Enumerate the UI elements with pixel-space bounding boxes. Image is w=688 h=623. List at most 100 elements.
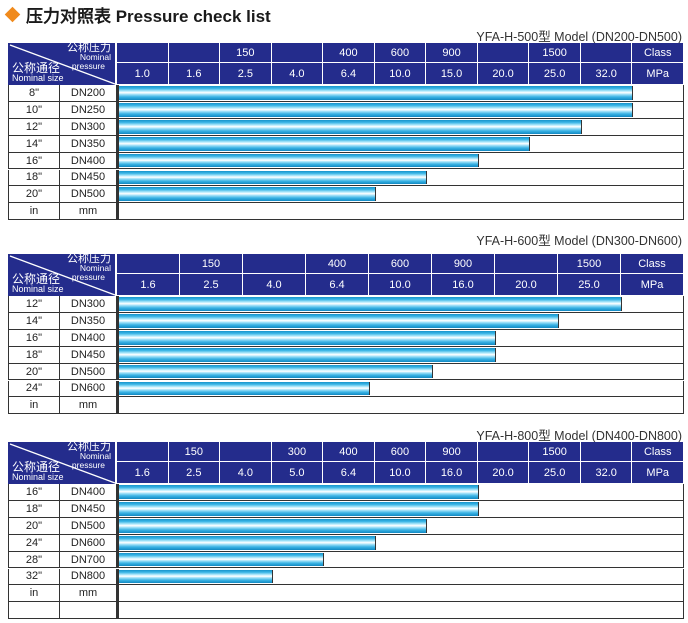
- size-dn: DN500: [60, 517, 117, 535]
- mpa-cell: MPa: [632, 462, 684, 484]
- size-dn: DN800: [60, 568, 117, 586]
- class-cell: 600: [374, 442, 427, 462]
- diamond-icon: [4, 6, 21, 23]
- size-inch: in: [8, 397, 60, 415]
- size-inch: 32": [8, 568, 60, 586]
- pressure-bar: [119, 347, 496, 362]
- size-dn: [60, 602, 117, 620]
- pressure-row: [117, 346, 684, 364]
- nominal-pressure-label: 公称压力 Nominal pressure: [67, 43, 111, 71]
- nominal-size-label: 公称通径 Nominal size: [12, 461, 64, 482]
- pressure-row: [117, 135, 684, 153]
- pressure-bar: [119, 86, 634, 100]
- size-inch: 16": [8, 329, 60, 347]
- size-inch: 14": [8, 135, 60, 153]
- label-en: Nominal size: [12, 73, 64, 83]
- mpa-cell: 10.0: [374, 63, 427, 85]
- header-corner: 公称压力 Nominal pressure 公称通径 Nominal size: [8, 254, 117, 296]
- pressure-row: [117, 169, 684, 187]
- mpa-cell: 15.0: [426, 63, 478, 85]
- size-dn: DN600: [60, 534, 117, 552]
- size-inch: 12": [8, 118, 60, 136]
- class-cell: 150: [220, 43, 272, 63]
- pressure-bar: [119, 153, 479, 168]
- pressure-row: [117, 551, 684, 569]
- size-dn: DN200: [60, 85, 117, 102]
- size-inch: 20": [8, 186, 60, 204]
- class-cell: [117, 43, 169, 63]
- class-cell: 600: [369, 254, 432, 274]
- pressure-row: [117, 380, 684, 398]
- pressure-bar: [119, 501, 479, 516]
- pressure-bar: [119, 485, 479, 499]
- class-cell: 900: [432, 254, 495, 274]
- mpa-cell: 6.4: [323, 63, 375, 85]
- header-corner: 公称压力 Nominal pressure 公称通径 Nominal size: [8, 43, 117, 85]
- size-dn: DN450: [60, 169, 117, 187]
- nominal-pressure-label: 公称压力 Nominal pressure: [67, 253, 111, 282]
- class-cell: [495, 254, 558, 274]
- pressure-row: [117, 484, 684, 501]
- size-inch: 8": [8, 85, 60, 102]
- size-dn: mm: [60, 203, 117, 221]
- pressure-table: 公称压力 Nominal pressure 公称通径 Nominal size 150 40…: [8, 254, 684, 415]
- pressure-bar: [119, 381, 370, 396]
- size-dn: DN400: [60, 484, 117, 501]
- size-inch: 24": [8, 380, 60, 398]
- mpa-cell: 4.0: [271, 63, 324, 85]
- class-cell: 400: [323, 442, 375, 462]
- size-inch: in: [8, 585, 60, 603]
- mpa-cell: MPa: [621, 274, 684, 296]
- pressure-row: [117, 363, 684, 381]
- label-en: Nominal size: [12, 472, 64, 482]
- pressure-bar: [119, 102, 634, 117]
- mpa-cell: 5.0: [271, 462, 324, 484]
- class-cell: 400: [323, 43, 375, 63]
- pressure-table: 公称压力 Nominal pressure 公称通径 Nominal size 150 40…: [8, 43, 684, 221]
- pressure-bar: [119, 330, 496, 345]
- pressure-bar: [119, 518, 428, 533]
- class-cell: 1500: [558, 254, 621, 274]
- mpa-cell: 10.0: [374, 462, 427, 484]
- mpa-cell: 1.0: [117, 63, 169, 85]
- mpa-cell: 6.4: [306, 274, 369, 296]
- label-en: pressure: [71, 61, 105, 71]
- size-dn: mm: [60, 397, 117, 415]
- class-cell: [271, 43, 324, 63]
- class-cell: [477, 442, 530, 462]
- nominal-size-label: 公称通径 Nominal size: [12, 273, 64, 294]
- size-dn: DN600: [60, 380, 117, 398]
- pressure-bar: [119, 136, 531, 151]
- pressure-row: [117, 517, 684, 535]
- size-dn: DN350: [60, 135, 117, 153]
- page-heading: 压力对照表 Pressure check list: [4, 2, 271, 27]
- mpa-cell: 4.0: [220, 462, 272, 484]
- mpa-cell: 1.6: [117, 274, 180, 296]
- pressure-row: [117, 203, 684, 221]
- pressure-row: [117, 101, 684, 119]
- size-inch: 16": [8, 484, 60, 501]
- label-zh: 公称压力: [67, 441, 111, 453]
- mpa-cell: 32.0: [580, 63, 633, 85]
- diagonal-line: [9, 255, 116, 296]
- class-cell: [117, 442, 169, 462]
- size-dn: DN700: [60, 551, 117, 569]
- label-en: Nominal: [79, 263, 111, 273]
- label-zh: 公称压力: [67, 253, 111, 265]
- page-title: 压力对照表 Pressure check list: [26, 7, 271, 26]
- model-label: YFA-H-600型 Model (DN300-DN600): [476, 234, 682, 248]
- size-dn: DN250: [60, 101, 117, 119]
- size-dn: DN500: [60, 186, 117, 204]
- pressure-bar: [119, 552, 325, 567]
- mpa-cell: MPa: [632, 63, 684, 85]
- nominal-size-label: 公称通径 Nominal size: [12, 61, 64, 83]
- mpa-cell: 20.0: [495, 274, 558, 296]
- size-dn: DN350: [60, 312, 117, 330]
- mpa-cell: 16.0: [432, 274, 495, 296]
- pressure-bar: [119, 297, 622, 311]
- label-en: Nominal size: [12, 284, 64, 294]
- pressure-row: [117, 118, 684, 136]
- mpa-cell: 25.0: [529, 462, 581, 484]
- label-zh: 公称通径: [12, 61, 61, 75]
- class-cell: 150: [168, 442, 221, 462]
